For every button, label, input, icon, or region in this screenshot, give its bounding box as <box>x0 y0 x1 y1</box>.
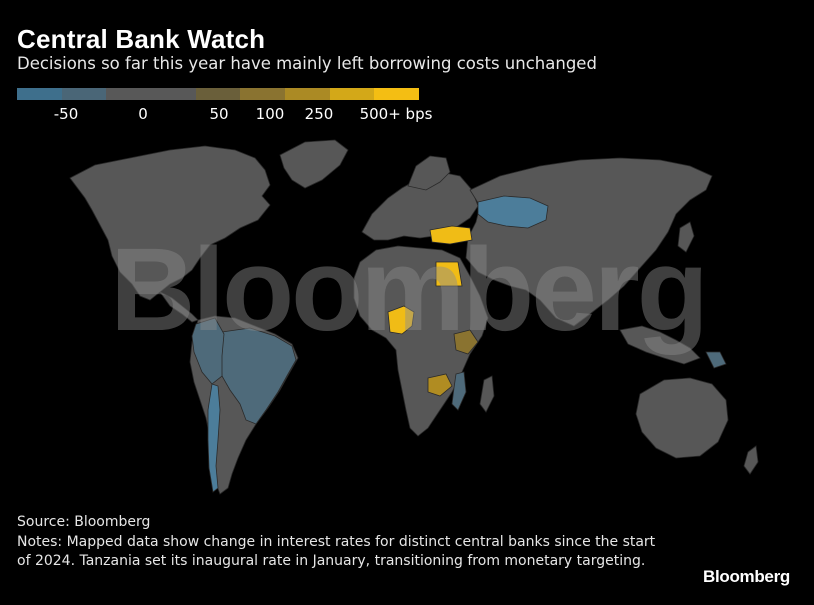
map-ethiopia <box>453 329 479 355</box>
legend-label-0: 0 <box>138 105 148 123</box>
map-southeast-asia-islands <box>619 325 701 365</box>
map-australia <box>635 377 729 459</box>
map-egypt <box>435 261 463 287</box>
legend-swatch <box>329 88 375 100</box>
map-brazil <box>219 327 297 425</box>
map-greenland <box>279 139 349 189</box>
color-legend <box>17 88 420 100</box>
map-japan <box>677 221 695 253</box>
map-scandinavia <box>407 155 451 191</box>
legend-swatch <box>285 88 330 100</box>
map-mozambique <box>451 371 467 411</box>
world-map <box>0 120 814 510</box>
map-kazakhstan <box>477 195 549 229</box>
map-chile <box>207 383 221 493</box>
map-zambia <box>427 373 453 397</box>
map-north-america <box>69 145 271 301</box>
map-madagascar <box>479 375 495 413</box>
legend-label-500-plus: 500+ bps <box>359 105 433 123</box>
chart-subtitle: Decisions so far this year have mainly l… <box>17 54 597 73</box>
legend-swatch <box>106 88 152 100</box>
map-colombia-peru <box>191 317 225 385</box>
legend-swatch <box>374 88 420 100</box>
legend-label-50: 50 <box>209 105 229 123</box>
legend-label-minus-50: -50 <box>53 105 79 123</box>
source-note: Source: Bloomberg <box>17 514 151 530</box>
legend-swatch <box>17 88 62 100</box>
footnotes: Notes: Mapped data show change in intere… <box>17 534 656 569</box>
legend-swatch <box>61 88 107 100</box>
map-new-zealand <box>743 445 759 475</box>
map-central-america <box>159 291 199 323</box>
legend-label-250: 250 <box>304 105 334 123</box>
map-nigeria <box>387 305 415 335</box>
map-europe <box>361 171 479 241</box>
map-africa <box>353 245 489 437</box>
bloomberg-logo: Bloomberg <box>702 567 790 586</box>
legend-swatch <box>151 88 196 100</box>
chart-title: Central Bank Watch <box>17 24 266 54</box>
legend-label-100: 100 <box>255 105 285 123</box>
map-asia <box>465 157 713 327</box>
map-papua-new-guinea <box>705 351 727 369</box>
legend-swatch <box>240 88 286 100</box>
map-turkey <box>429 225 473 245</box>
legend-swatch <box>195 88 241 100</box>
